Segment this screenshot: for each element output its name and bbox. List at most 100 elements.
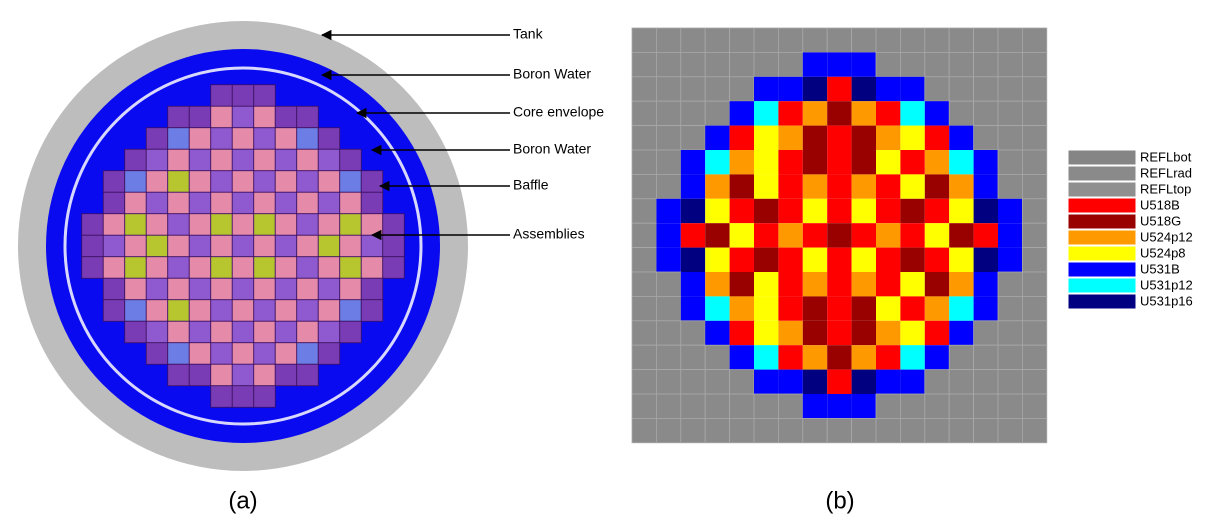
cell (631, 320, 657, 346)
cell (900, 247, 925, 272)
cell (924, 101, 950, 126)
cell (875, 52, 901, 78)
assembly (253, 105, 276, 129)
assembly (210, 363, 233, 387)
cell (778, 52, 804, 78)
cell (900, 272, 925, 297)
cell (827, 296, 852, 321)
cell (1022, 76, 1048, 102)
legend-swatch (1067, 229, 1137, 246)
cell (680, 52, 706, 78)
assembly (188, 320, 212, 344)
cell (973, 52, 999, 78)
cell (998, 247, 1023, 272)
assembly (296, 213, 319, 236)
cell (900, 150, 925, 175)
assembly (253, 363, 276, 387)
cell (997, 344, 1023, 371)
cell (851, 296, 876, 321)
cell (827, 247, 852, 272)
cell (900, 223, 925, 248)
cell (1022, 247, 1048, 273)
legend-label: U531B (1140, 261, 1180, 276)
assembly (124, 256, 147, 279)
assembly (188, 170, 212, 193)
cell (1022, 222, 1048, 248)
cell (949, 296, 974, 321)
cell (802, 27, 828, 53)
cell (851, 369, 876, 394)
cell (948, 417, 975, 444)
assembly (253, 385, 276, 408)
cell (656, 271, 682, 297)
cell (631, 222, 657, 248)
assembly (102, 299, 126, 322)
assembly (231, 213, 255, 236)
assembly (124, 320, 147, 344)
cell (973, 174, 998, 199)
cell (876, 101, 901, 126)
cell (729, 345, 754, 370)
assembly (188, 213, 212, 236)
assembly (274, 320, 298, 344)
assembly (210, 148, 233, 172)
cell (900, 27, 926, 53)
cell (924, 76, 950, 102)
cell (729, 101, 754, 126)
assembly (210, 213, 233, 236)
cell (680, 393, 706, 419)
cell (973, 76, 999, 102)
assembly (145, 256, 169, 279)
assembly (210, 170, 233, 193)
assembly (210, 127, 233, 150)
assembly (210, 385, 233, 408)
assembly (360, 213, 384, 236)
cell (827, 369, 852, 394)
assembly (102, 256, 126, 279)
cell (705, 125, 730, 150)
assembly (317, 299, 341, 322)
legend-label: REFLtop (1140, 181, 1191, 196)
cell (924, 320, 950, 346)
assembly (145, 213, 169, 236)
cell (876, 150, 901, 175)
assembly (81, 234, 104, 258)
legend-swatch (1067, 277, 1137, 294)
cell (948, 52, 975, 78)
cell (680, 174, 706, 199)
assembly (210, 256, 233, 279)
assembly (339, 277, 362, 301)
cell (900, 101, 925, 126)
cell (656, 393, 682, 419)
core-envelope (63, 66, 423, 426)
cell (778, 150, 803, 175)
cell (924, 369, 950, 395)
assembly (124, 299, 147, 322)
cell (778, 101, 803, 126)
assembly (188, 299, 212, 322)
cell (754, 345, 779, 370)
cell (973, 272, 998, 297)
assembly (145, 234, 169, 258)
assembly (81, 256, 104, 279)
cell (778, 369, 803, 394)
cell (631, 125, 657, 151)
cell (851, 223, 876, 248)
cell (827, 76, 852, 102)
cell (949, 247, 974, 272)
cell (1022, 173, 1048, 200)
cell (656, 198, 681, 224)
assembly (188, 105, 212, 129)
cell (948, 369, 975, 395)
cell (802, 247, 828, 272)
legend-label: U518G (1140, 213, 1181, 228)
cell (802, 174, 828, 199)
assembly (382, 234, 405, 258)
assembly (167, 256, 190, 279)
cell (948, 100, 975, 126)
cell (924, 52, 950, 78)
assembly (231, 342, 255, 365)
cell (778, 272, 803, 297)
cell (924, 296, 950, 321)
cell (924, 174, 950, 199)
